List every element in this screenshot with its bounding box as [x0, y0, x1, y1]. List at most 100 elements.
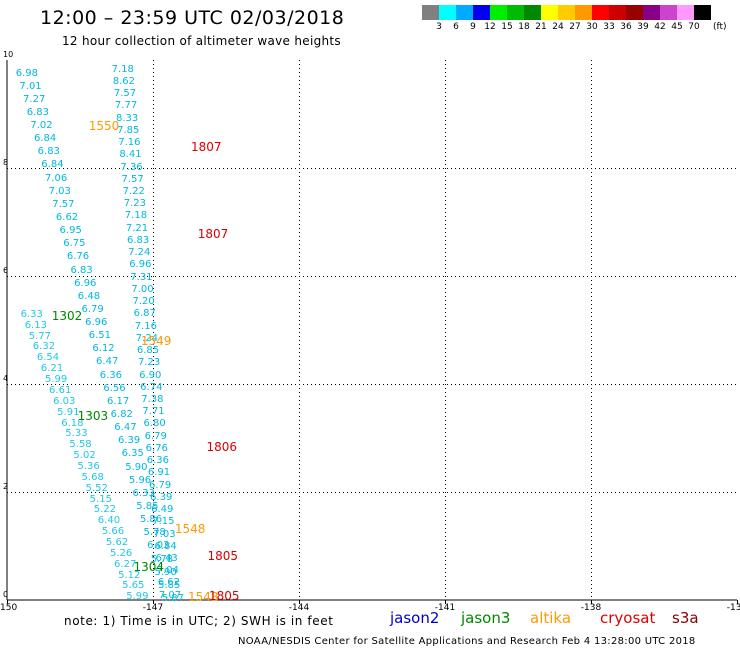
wave-height-label: 6.95 — [59, 225, 82, 237]
wave-height-label: 6.79 — [144, 430, 167, 442]
wave-height-label: 7.71 — [142, 406, 165, 418]
wave-height-label: 5.36 — [77, 460, 100, 472]
wave-height-label: 7.24 — [135, 332, 159, 344]
credit-line: NOAA/NESDIS Center for Satellite Applica… — [238, 636, 696, 647]
y-tick-label: 0 — [3, 590, 9, 599]
page-subtitle: 12 hour collection of altimeter wave hei… — [62, 34, 341, 48]
wave-height-label: 6.80 — [143, 418, 166, 430]
legend-bin-label: 42 — [654, 22, 666, 32]
pass-time-label: 1807 — [190, 140, 222, 155]
legend-unit: (ft) — [713, 22, 727, 32]
wave-height-label: 5.66 — [101, 526, 125, 538]
wave-height-label: 6.54 — [36, 352, 60, 364]
wave-height-label: 7.16 — [134, 320, 157, 332]
wave-height-label: 5.85 — [158, 579, 181, 591]
legend-swatch — [541, 5, 558, 20]
satellite-legend-s3a: s3a — [672, 609, 699, 627]
legend-swatch — [558, 5, 575, 20]
wave-height-label: 6.75 — [63, 238, 86, 250]
pass-time-label: 1550 — [88, 118, 120, 133]
wave-height-label: 6.33 — [132, 487, 155, 499]
wave-height-label: 6.87 — [133, 308, 156, 320]
wave-height-label: 5.99 — [126, 591, 149, 603]
wave-height-label: 6.47 — [114, 422, 137, 434]
wave-height-label: 6.83 — [26, 106, 49, 118]
legend-swatch — [456, 5, 473, 20]
wave-height-label: 7.18 — [124, 210, 148, 222]
pass-time-label: 1806 — [206, 440, 238, 455]
wave-height-label: 6.18 — [61, 417, 84, 429]
wave-height-label: 6.79 — [148, 479, 172, 491]
wave-height-label: 6.36 — [99, 369, 122, 381]
wave-height-label: 6.12 — [92, 343, 115, 355]
wave-height-label: 6.33 — [20, 308, 43, 320]
legend-swatch — [660, 5, 677, 20]
wave-height-label: 6.96 — [85, 317, 108, 329]
pass-time-label: 1807 — [197, 227, 229, 242]
x-tick-label: -144 — [288, 603, 310, 613]
wave-height-label: 5.90 — [125, 461, 148, 473]
wave-height-label: 7.21 — [125, 222, 149, 234]
legend-swatch — [575, 5, 592, 20]
legend-swatch — [609, 5, 626, 20]
wave-height-label: 5.77 — [28, 330, 52, 342]
y-tick-label: 8 — [3, 158, 9, 167]
wave-height-label: 6.43 — [155, 552, 178, 564]
wave-height-label: 5.26 — [109, 547, 133, 559]
wave-height-label: 7.00 — [131, 283, 154, 295]
legend-swatch — [524, 5, 541, 20]
legend-bin-label: 33 — [603, 22, 615, 32]
wave-height-label: 5.02 — [73, 450, 96, 462]
legend-bin-label: 27 — [569, 22, 581, 32]
wave-height-label: 5.78 — [150, 553, 174, 565]
wave-height-label: 8.62 — [112, 75, 135, 87]
wave-height-label: 7.20 — [132, 296, 155, 308]
y-tick-label: 4 — [3, 374, 9, 383]
wave-height-label: 6.62 — [55, 211, 79, 223]
legend-swatches — [422, 5, 711, 20]
wave-height-label: 5.65 — [122, 580, 145, 592]
x-tick-label: -138 — [580, 603, 602, 613]
wave-height-label: 7.03 — [153, 528, 176, 540]
pass-time-label: 1304 — [133, 560, 165, 575]
wave-height-label: 6.84 — [154, 540, 177, 552]
wave-height-label: 6.98 — [15, 67, 39, 79]
satellite-legend-cryosat: cryosat — [600, 609, 656, 627]
pass-time-label: 1805 — [207, 548, 239, 563]
legend-bin-label: 12 — [484, 22, 496, 32]
wave-height-label: 5.99 — [44, 374, 68, 386]
wave-height-label: 7.16 — [118, 137, 141, 149]
wave-height-label: 6.36 — [146, 455, 170, 467]
legend-bin-label: 45 — [671, 22, 683, 32]
wave-height-label: 7.01 — [19, 80, 42, 92]
wave-height-label: 7.57 — [52, 198, 75, 210]
satellite-legend-jason2: jason2 — [390, 609, 440, 627]
legend-bin-label: 21 — [535, 22, 547, 32]
wave-height-label: 7.07 — [158, 589, 182, 601]
legend-swatch — [422, 5, 439, 20]
legend-swatch — [490, 5, 507, 20]
wave-height-label: 6.84 — [41, 159, 64, 171]
wave-height-label: 7.27 — [23, 93, 46, 105]
wave-height-label: 7.04 — [156, 565, 179, 577]
wave-height-label: 6.39 — [150, 491, 173, 503]
legend-bin-label: 6 — [453, 22, 459, 32]
wave-height-label: 6.62 — [157, 577, 180, 589]
x-tick-label: -147 — [142, 603, 164, 613]
wave-height-label: 5.85 — [136, 500, 159, 512]
satellite-legend-jason3: jason3 — [461, 609, 511, 627]
x-tick-label: -150 — [0, 603, 18, 613]
page-title: 12:00 – 23:59 UTC 02/03/2018 — [40, 7, 345, 29]
wave-height-label: 6.76 — [66, 251, 90, 263]
legend-bin-label: 3 — [436, 22, 442, 32]
wave-height-label: 6.83 — [127, 234, 150, 246]
legend-bin-label: 15 — [501, 22, 513, 32]
wave-height-label: 6.27 — [114, 558, 137, 570]
wave-height-label: 7.18 — [111, 63, 134, 75]
wave-height-label: 6.51 — [88, 330, 112, 342]
wave-height-label: 6.03 — [147, 540, 170, 552]
wave-height-label: 7.77 — [114, 100, 138, 112]
wave-height-label: 7.57 — [113, 88, 137, 100]
wave-height-label: 6.56 — [103, 382, 126, 394]
